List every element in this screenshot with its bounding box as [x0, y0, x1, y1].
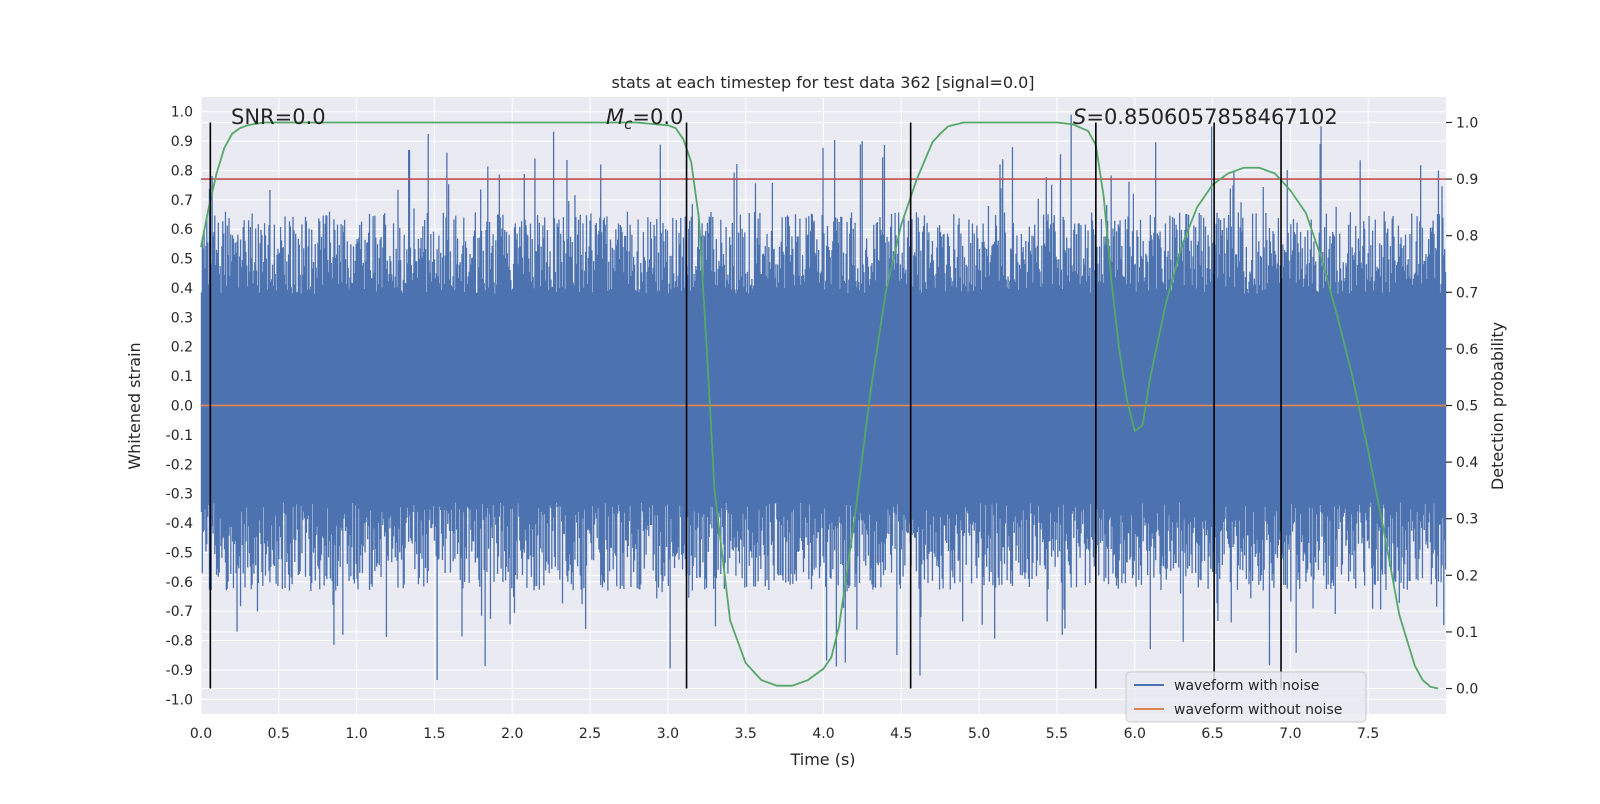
y-right-tick-label: 0.0 [1456, 682, 1478, 698]
x-tick-label: 4.5 [890, 726, 912, 742]
annotation-score-symbol: S [1073, 105, 1086, 129]
y-left-tick-label: -0.5 [166, 545, 193, 561]
annotation-score: S=0.8506057858467102 [1073, 105, 1338, 129]
y-right-tick-label: 0.5 [1456, 399, 1478, 415]
y-left-tick-label: 0.4 [171, 281, 193, 297]
y-left-ticks: 1.0 0.9 0.8 0.7 0.6 0.5 0.4 0.3 0.2 0.1 0.0 -0.1 -0.… [166, 105, 193, 709]
x-tick-label: 3.5 [735, 726, 757, 742]
y-left-tick-label: 0.9 [171, 134, 193, 150]
y-left-tick-label: 0.2 [171, 340, 193, 356]
y-right-tick-label: 0.4 [1456, 455, 1478, 471]
x-tick-label: 2.5 [579, 726, 601, 742]
x-tick-label: 5.0 [968, 726, 990, 742]
x-tick-label: 0.5 [268, 726, 290, 742]
y-left-tick-label: -0.2 [166, 457, 193, 473]
x-tick-label: 3.0 [657, 726, 679, 742]
x-tick-label: 7.5 [1357, 726, 1379, 742]
x-axis-label: Time (s) [789, 750, 855, 769]
y-left-tick-label: 0.8 [171, 163, 193, 179]
y-right-tick-label: 0.6 [1456, 342, 1478, 358]
vertical-markers [209, 122, 1282, 689]
y-axis-label-right: Detection probability [1488, 322, 1507, 490]
y-right-tick-label: 1.0 [1456, 115, 1478, 131]
y-left-tick-label: -0.8 [166, 634, 193, 650]
legend-label-clean: waveform without noise [1174, 702, 1342, 718]
y-right-tick-label: 0.7 [1456, 285, 1478, 301]
y-left-tick-label: -0.7 [166, 604, 193, 620]
probability-path [200, 121, 1439, 690]
chart-title: stats at each timestep for test data 362… [611, 73, 1034, 92]
y-left-tick-label: -1.0 [166, 692, 193, 708]
annotation-score-value: =0.8506057858467102 [1086, 105, 1337, 129]
y-right-tick-label: 0.3 [1456, 512, 1478, 528]
y-left-tick-label: 0.1 [171, 369, 193, 385]
x-tick-label: 5.5 [1046, 726, 1068, 742]
annotation-chirp-mass: Mc=0.0 [606, 105, 683, 133]
x-tick-label: 0.0 [190, 726, 212, 742]
series-detection-probability [200, 121, 1439, 690]
annotation-chirp-mass-symbol: M [606, 105, 624, 129]
y-right-tick-label: 0.2 [1456, 568, 1478, 584]
y-left-tick-label: 1.0 [171, 105, 193, 121]
x-ticks: 0.0 0.5 1.0 1.5 2.0 2.5 3.0 3.5 4.0 4.5 5.0 5.5 6.0 6… [190, 726, 1379, 742]
y-left-tick-label: -0.1 [166, 428, 193, 444]
y-right-tick-label: 0.9 [1456, 172, 1478, 188]
y-axis-label-left: Whitened strain [125, 342, 144, 469]
y-right-tick-label: 0.8 [1456, 229, 1478, 245]
x-tick-label: 6.5 [1201, 726, 1223, 742]
y-left-tick-label: -0.6 [166, 575, 193, 591]
legend: waveform with noise waveform without noi… [1125, 671, 1367, 723]
y-right-ticks: 1.0 0.9 0.8 0.7 0.6 0.5 0.4 0.3 0.2 0.1 0.0 [1446, 115, 1478, 698]
y-right-tick-label: 0.1 [1456, 625, 1478, 641]
y-left-tick-label: 0.5 [171, 252, 193, 268]
y-left-tick-label: 0.3 [171, 310, 193, 326]
x-tick-label: 7.0 [1279, 726, 1301, 742]
legend-box [1125, 671, 1367, 723]
x-tick-label: 1.5 [423, 726, 445, 742]
annotation-chirp-mass-value: =0.0 [632, 105, 683, 129]
x-tick-label: 2.0 [501, 726, 523, 742]
y-left-tick-label: -0.9 [166, 663, 193, 679]
x-tick-label: 6.0 [1124, 726, 1146, 742]
annotation-snr: SNR=0.0 [231, 105, 326, 129]
y-left-tick-label: 0.7 [171, 193, 193, 209]
x-tick-label: 1.0 [345, 726, 367, 742]
annotation-chirp-mass-subscript: c [624, 115, 633, 133]
y-left-tick-label: 0.0 [171, 399, 193, 415]
x-tick-label: 4.0 [812, 726, 834, 742]
legend-label-noisy: waveform with noise [1174, 678, 1319, 694]
y-left-tick-label: 0.6 [171, 222, 193, 238]
y-left-tick-label: -0.4 [166, 516, 193, 532]
y-left-tick-label: -0.3 [166, 487, 193, 503]
